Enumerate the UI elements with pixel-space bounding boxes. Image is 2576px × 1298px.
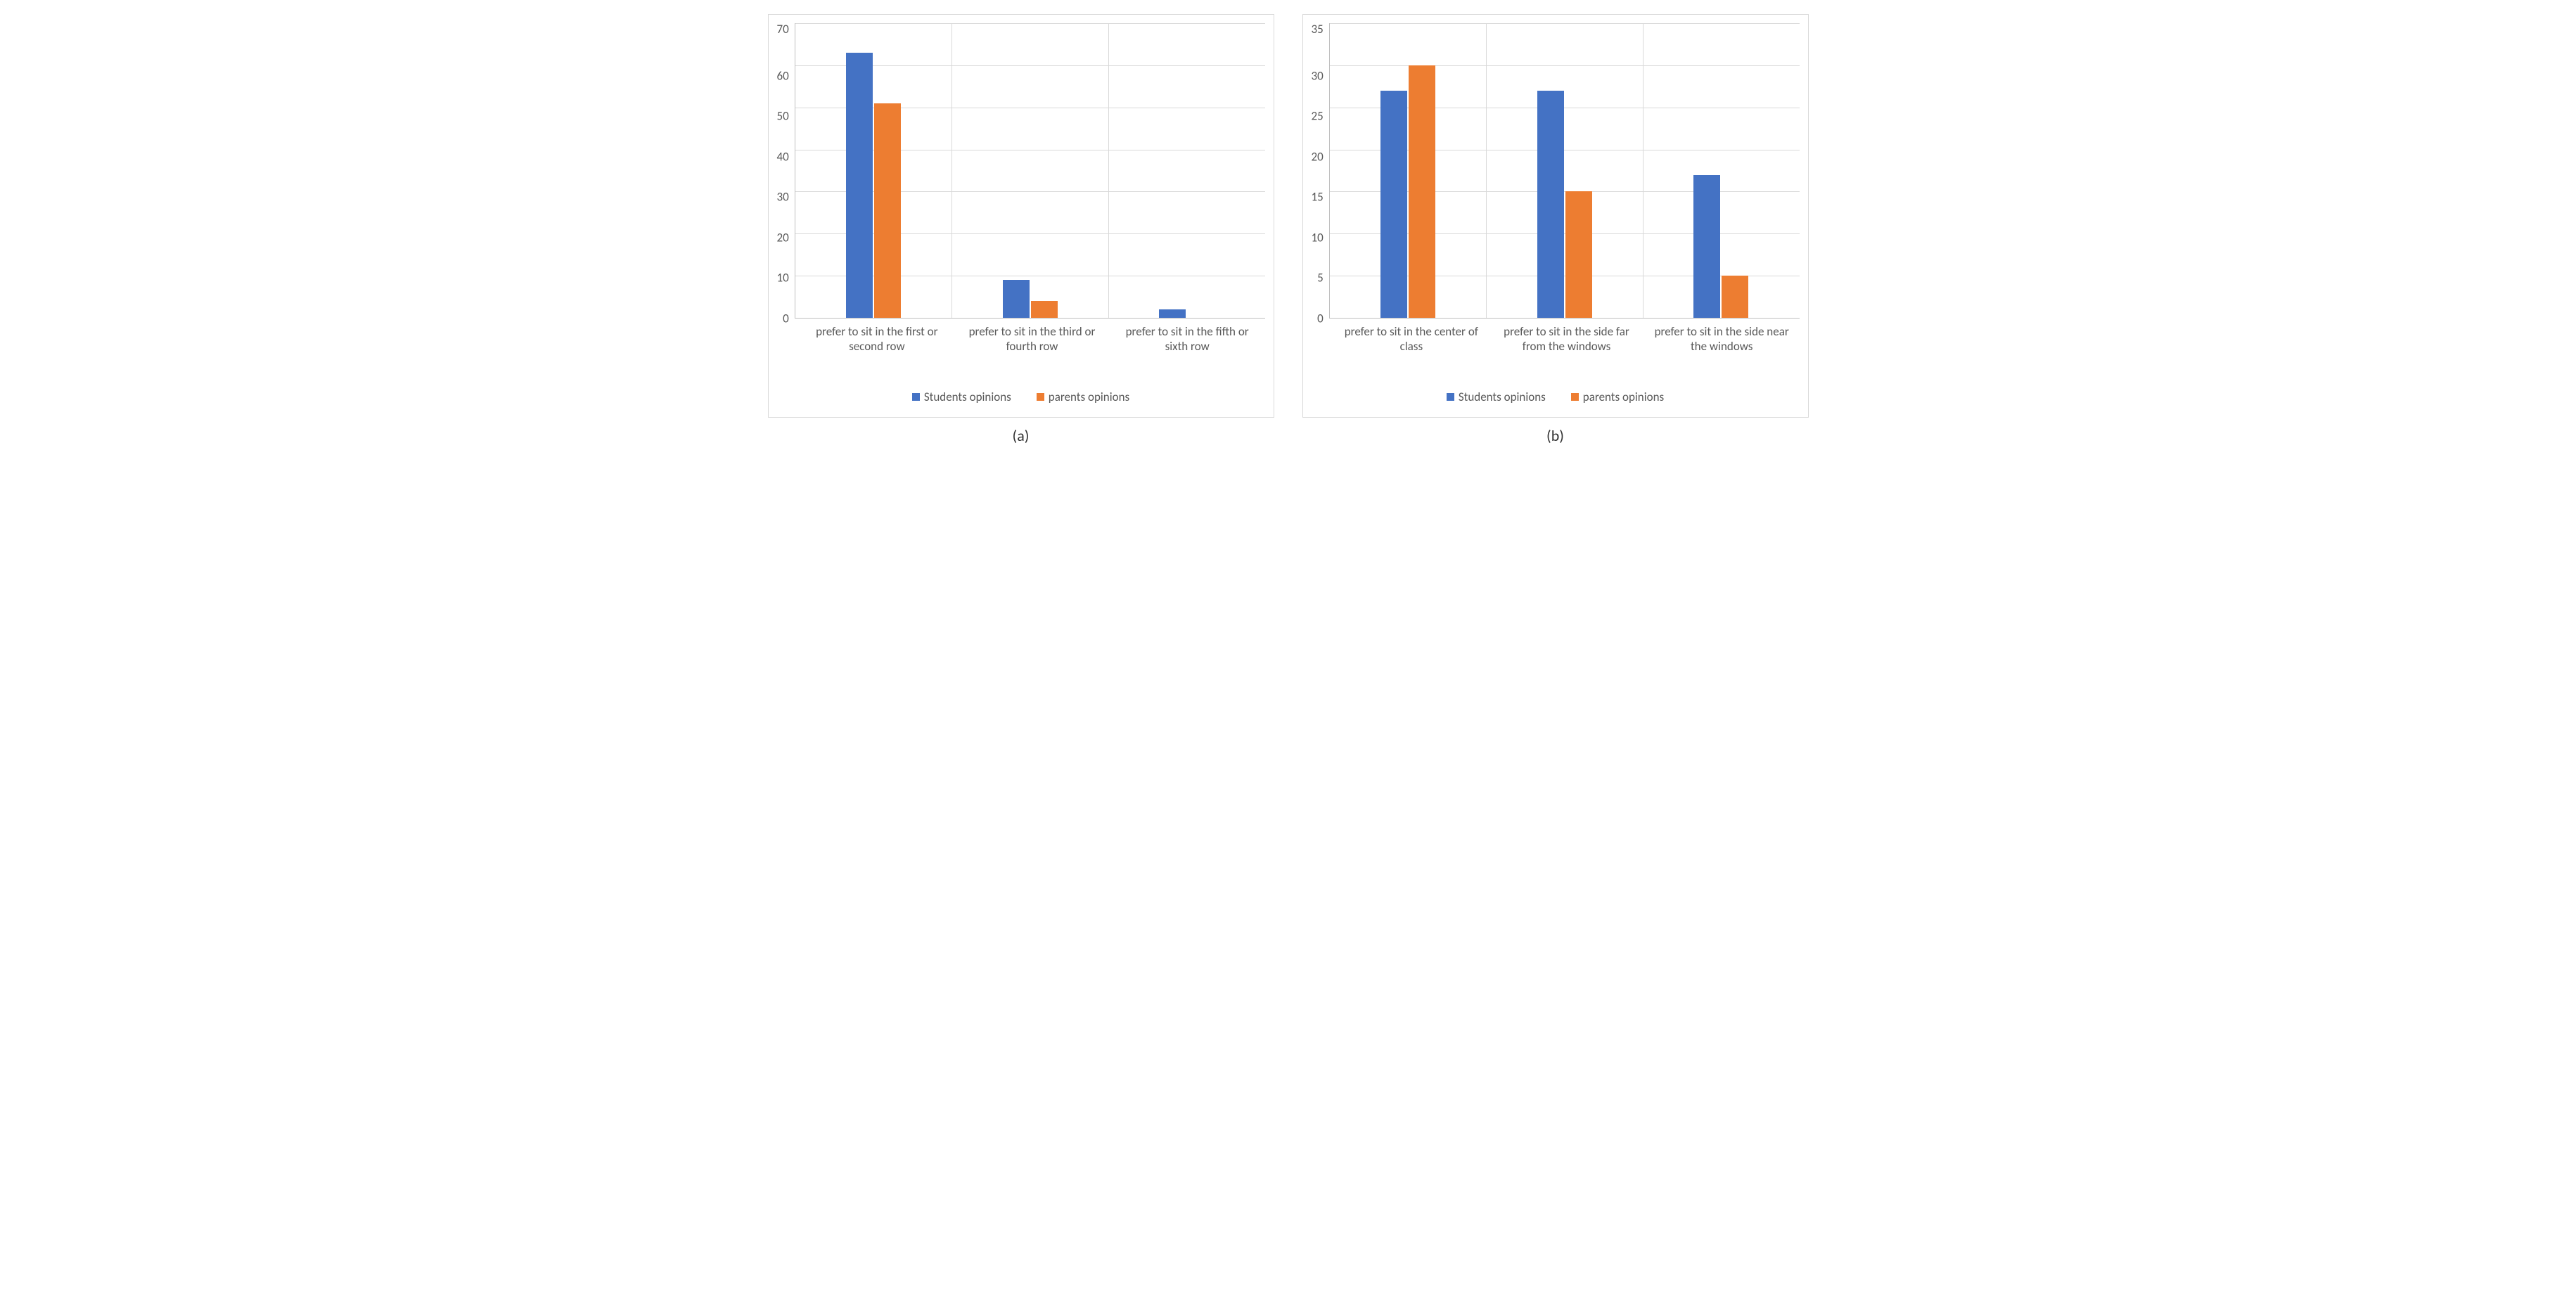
bar-parents xyxy=(1409,65,1435,318)
legend-label-students: Students opinions xyxy=(924,390,1011,404)
chart-a-y-axis: 706050403020100 xyxy=(777,23,795,319)
panels-container: 706050403020100 prefer to sit in the fir… xyxy=(14,14,2562,445)
y-tick-label: 0 xyxy=(1317,312,1324,324)
bar-students xyxy=(1537,91,1564,318)
y-tick-label: 30 xyxy=(1312,70,1324,82)
legend-swatch-students xyxy=(912,393,920,401)
y-tick-label: 0 xyxy=(783,312,789,324)
chart-a-legend: Students opinions parents opinions xyxy=(777,390,1265,404)
sublabel-a: (a) xyxy=(1013,426,1030,445)
chart-b-box: 35 30 25 20 15 10 5 0 prefer to sit in the cent… xyxy=(1302,14,1809,418)
y-tick-label: 10 xyxy=(777,272,789,284)
chart-a-plot-area xyxy=(795,23,1265,319)
y-tick-label: 50 xyxy=(777,110,789,122)
legend-swatch-parents xyxy=(1037,393,1044,401)
chart-a-category-groups xyxy=(795,23,1265,318)
chart-a-box: 70 60 50 40 30 20 10 0 prefer to sit in the fir… xyxy=(768,14,1274,418)
chart-a-x-labels: prefer to sit in the first or second row… xyxy=(800,324,1265,354)
chart-b-x-labels: prefer to sit in the center of classpref… xyxy=(1334,324,1800,354)
category-group xyxy=(1108,23,1265,318)
category-group xyxy=(1486,23,1643,318)
bar-students xyxy=(1159,309,1186,318)
x-category-label: prefer to sit in the fifth or sixth row xyxy=(1110,324,1265,354)
x-category-label: prefer to sit in the third or fourth row xyxy=(954,324,1110,354)
legend-label-parents: parents opinions xyxy=(1583,390,1664,404)
bar-students xyxy=(1003,280,1030,318)
y-tick-label: 20 xyxy=(777,231,789,243)
bar-parents xyxy=(1565,191,1592,318)
bar-students xyxy=(846,53,873,318)
legend-label-students: Students opinions xyxy=(1459,390,1546,404)
legend-item-students: Students opinions xyxy=(1447,390,1546,404)
chart-b-category-groups xyxy=(1330,23,1800,318)
category-group xyxy=(1643,23,1800,318)
y-tick-label: 20 xyxy=(1312,150,1324,162)
chart-a-plot-wrapper: 706050403020100 xyxy=(777,23,1265,319)
category-group xyxy=(951,23,1108,318)
bar-students xyxy=(1693,175,1720,319)
y-tick-label: 5 xyxy=(1317,272,1324,284)
legend-item-parents: parents opinions xyxy=(1037,390,1129,404)
panel-b: 35 30 25 20 15 10 5 0 prefer to sit in the cent… xyxy=(1302,14,1809,445)
legend-swatch-parents xyxy=(1571,393,1579,401)
y-tick-label: 10 xyxy=(1312,231,1324,243)
y-tick-label: 60 xyxy=(777,70,789,82)
sublabel-b: (b) xyxy=(1546,426,1564,445)
y-tick-label: 35 xyxy=(1312,23,1324,35)
legend-label-parents: parents opinions xyxy=(1049,390,1129,404)
x-category-label: prefer to sit in the side near the windo… xyxy=(1644,324,1800,354)
panel-a: 70 60 50 40 30 20 10 0 prefer to sit in the fir… xyxy=(768,14,1274,445)
y-tick-label: 15 xyxy=(1312,191,1324,203)
category-group xyxy=(795,23,952,318)
y-tick-label: 40 xyxy=(777,150,789,162)
chart-b-legend: Students opinions parents opinions xyxy=(1312,390,1800,404)
y-tick-label: 30 xyxy=(777,191,789,203)
category-group xyxy=(1330,23,1487,318)
legend-swatch-students xyxy=(1447,393,1454,401)
x-category-label: prefer to sit in the center of class xyxy=(1334,324,1489,354)
y-tick-label: 70 xyxy=(777,23,789,35)
chart-b-plot-area xyxy=(1329,23,1800,319)
bar-students xyxy=(1380,91,1407,318)
legend-item-parents: parents opinions xyxy=(1571,390,1664,404)
x-category-label: prefer to sit in the side far from the w… xyxy=(1489,324,1644,354)
bar-parents xyxy=(1722,276,1748,318)
chart-b-plot-wrapper: 35302520151050 xyxy=(1312,23,1800,319)
y-tick-label: 25 xyxy=(1312,110,1324,122)
legend-item-students: Students opinions xyxy=(912,390,1011,404)
x-category-label: prefer to sit in the first or second row xyxy=(800,324,955,354)
bar-parents xyxy=(874,103,901,318)
bar-parents xyxy=(1031,301,1058,318)
chart-b-y-axis: 35302520151050 xyxy=(1312,23,1329,319)
